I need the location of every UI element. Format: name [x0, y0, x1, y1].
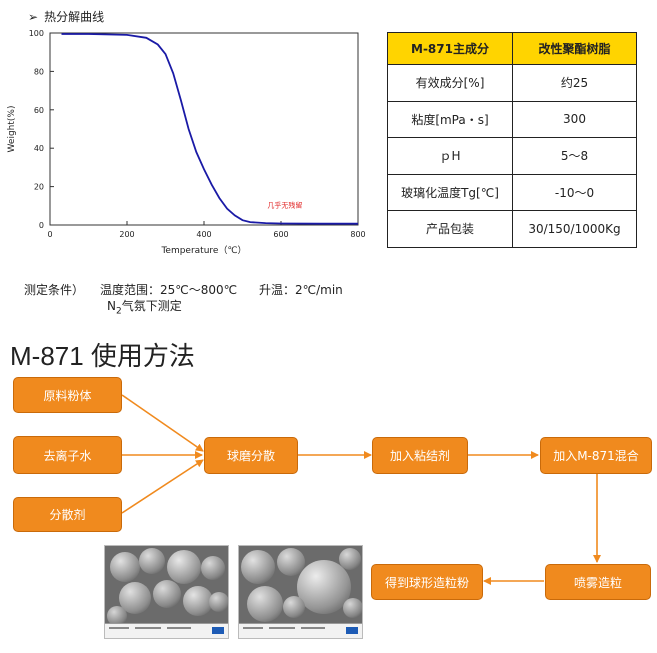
table-cell: 有效成分[%] — [387, 64, 513, 102]
section-header: ➢ 热分解曲线 — [28, 8, 104, 25]
y-tick-label: 80 — [34, 67, 44, 76]
section-title: 热分解曲线 — [44, 10, 105, 24]
y-axis-label: Weight(%) — [7, 106, 17, 153]
step-deionized-water: 去离子水 — [13, 436, 122, 474]
usage-title: M-871 使用方法 — [10, 341, 195, 371]
arrow-raw-to-mill — [121, 394, 204, 452]
y-tick-label: 20 — [34, 183, 44, 192]
table-cell: 30/150/1000Kg — [512, 210, 637, 248]
sem-micrograph-image — [104, 545, 229, 639]
spec-table: M-871主成分 改性聚酯树脂 有效成分[%] 约25 粘度[mPa・s] 30… — [387, 32, 637, 248]
table-row: 产品包装 30/150/1000Kg — [387, 210, 637, 248]
table-cell: ｐH — [387, 137, 513, 175]
table-header-cell: 改性聚酯树脂 — [512, 32, 637, 65]
x-axis-label: Temperature（℃） — [160, 245, 246, 256]
y-tick-label: 0 — [39, 221, 44, 230]
step-dispersant: 分散剂 — [13, 497, 122, 532]
table-cell: -10～0 — [512, 173, 637, 211]
gas-subscript: 2 — [115, 306, 122, 317]
x-tick-label: 200 — [119, 230, 134, 239]
table-cell: 产品包装 — [387, 210, 513, 248]
table-row: 有效成分[%] 约25 — [387, 64, 637, 102]
conditions-atmosphere: N2气氛下测定 — [107, 297, 182, 316]
sem-micrograph-image — [238, 545, 363, 639]
plot-frame — [49, 32, 359, 226]
gas-symbol: N — [107, 299, 116, 313]
step-spherical-powder: 得到球形造粒粉 — [371, 564, 483, 600]
sem-info-bar — [239, 623, 362, 638]
arrow-dispersant-to-mill — [121, 459, 204, 514]
step-add-m871: 加入M-871混合 — [540, 437, 652, 474]
step-spray-granulation: 喷雾造粒 — [545, 564, 651, 600]
table-cell: 玻璃化温度Tg[℃] — [387, 173, 513, 211]
conditions-temperature-range: 温度范围：25℃～800℃ — [100, 283, 238, 297]
weight-loss-line — [61, 33, 358, 225]
gas-text: 气氛下测定 — [121, 299, 182, 313]
table-cell: 300 — [512, 100, 637, 138]
table-row: 玻璃化温度Tg[℃] -10～0 — [387, 173, 637, 211]
table-cell: 粘度[mPa・s] — [387, 100, 513, 138]
tga-chart: 0 200 400 600 800 0 20 40 60 80 100 Temperature（℃） W… — [7, 29, 366, 256]
y-tick-label: 100 — [29, 29, 44, 38]
sem-info-bar — [105, 623, 228, 638]
conditions-heating-rate: 升温：2℃/min — [259, 283, 343, 297]
x-tick-label: 800 — [350, 230, 365, 239]
arrow-bullet-icon: ➢ — [28, 10, 39, 24]
table-cell: 5～8 — [512, 137, 637, 175]
residue-annotation: 几乎无残留 — [267, 201, 302, 210]
table-row: 粘度[mPa・s] 300 — [387, 100, 637, 138]
step-raw-powder: 原料粉体 — [13, 377, 122, 413]
x-tick-label: 400 — [196, 230, 211, 239]
y-tick-label: 60 — [34, 106, 44, 115]
step-ball-mill: 球磨分散 — [204, 437, 298, 474]
table-header-cell: M-871主成分 — [387, 32, 513, 65]
x-tick-label: 600 — [273, 230, 288, 239]
table-row: ｐH 5～8 — [387, 137, 637, 175]
step-add-binder: 加入粘结剂 — [372, 437, 468, 474]
x-tick-label: 0 — [47, 230, 52, 239]
table-cell: 约25 — [512, 64, 637, 102]
y-tick-label: 40 — [34, 144, 44, 153]
table-header-row: M-871主成分 改性聚酯树脂 — [387, 32, 637, 65]
conditions-label: 测定条件） — [24, 283, 85, 297]
